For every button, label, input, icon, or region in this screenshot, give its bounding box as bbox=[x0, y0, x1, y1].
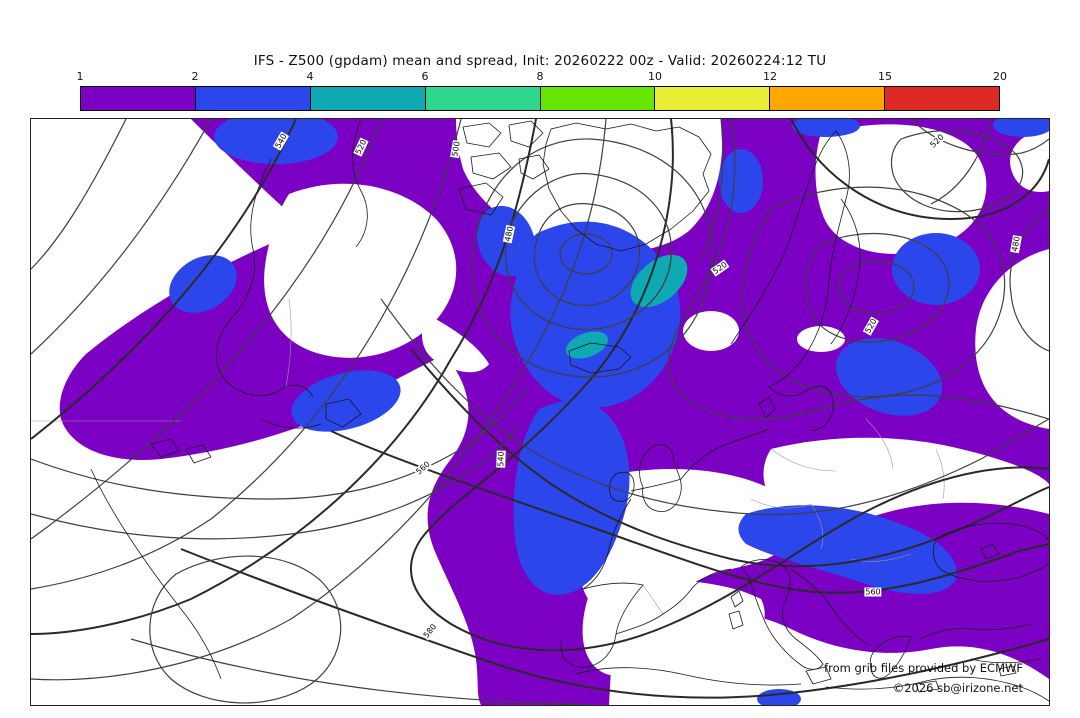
colorbar-tick-8: 8 bbox=[536, 70, 544, 83]
colorbar-tick-2: 2 bbox=[191, 70, 199, 83]
colorbar-segment-6 bbox=[770, 87, 886, 110]
colorbar-tick-12: 12 bbox=[763, 70, 777, 83]
contour-label-540-9: 540 bbox=[496, 450, 506, 468]
border-lines bbox=[31, 298, 945, 615]
credit-copyright: ©2026 sb@irizone.net bbox=[892, 681, 1023, 695]
colorbar-tick-15: 15 bbox=[878, 70, 892, 83]
colorbar-segment-7 bbox=[885, 87, 999, 110]
map-canvas bbox=[31, 119, 1049, 705]
chart-title: IFS - Z500 (gpdam) mean and spread, Init… bbox=[253, 53, 827, 69]
z500-contours bbox=[31, 119, 1049, 705]
colorbar-segment-5 bbox=[655, 87, 771, 110]
spread-fill-4-6 bbox=[565, 254, 688, 359]
contour-label-560-11: 560 bbox=[864, 587, 882, 597]
colorbar-tick-10: 10 bbox=[648, 70, 662, 83]
colorbar-tick-20: 20 bbox=[993, 70, 1007, 83]
colorbar-tick-4: 4 bbox=[306, 70, 314, 83]
colorbar-segment-4 bbox=[540, 87, 656, 110]
colorbar-tick-6: 6 bbox=[421, 70, 429, 83]
colorbar-segment-0 bbox=[81, 87, 196, 110]
weather-map: 540 520 500 480 520 520 520 480 560 540 580 560 fro… bbox=[30, 118, 1050, 706]
colorbar-segment-2 bbox=[310, 87, 426, 110]
coastlines bbox=[90, 119, 1049, 702]
spread-fill-2-4 bbox=[169, 119, 1049, 705]
colorbar-segment-1 bbox=[195, 87, 311, 110]
colorbar-segment-3 bbox=[425, 87, 541, 110]
credit-source: from grib files provided by ECMWF bbox=[824, 661, 1023, 675]
colorbar-tick-1: 1 bbox=[76, 70, 84, 83]
colorbar: 1 2 4 6 8 10 12 15 20 bbox=[76, 70, 1008, 111]
colorbar-tick-labels: 1 2 4 6 8 10 12 15 20 bbox=[76, 70, 1008, 86]
colorbar-scale bbox=[80, 86, 1000, 111]
